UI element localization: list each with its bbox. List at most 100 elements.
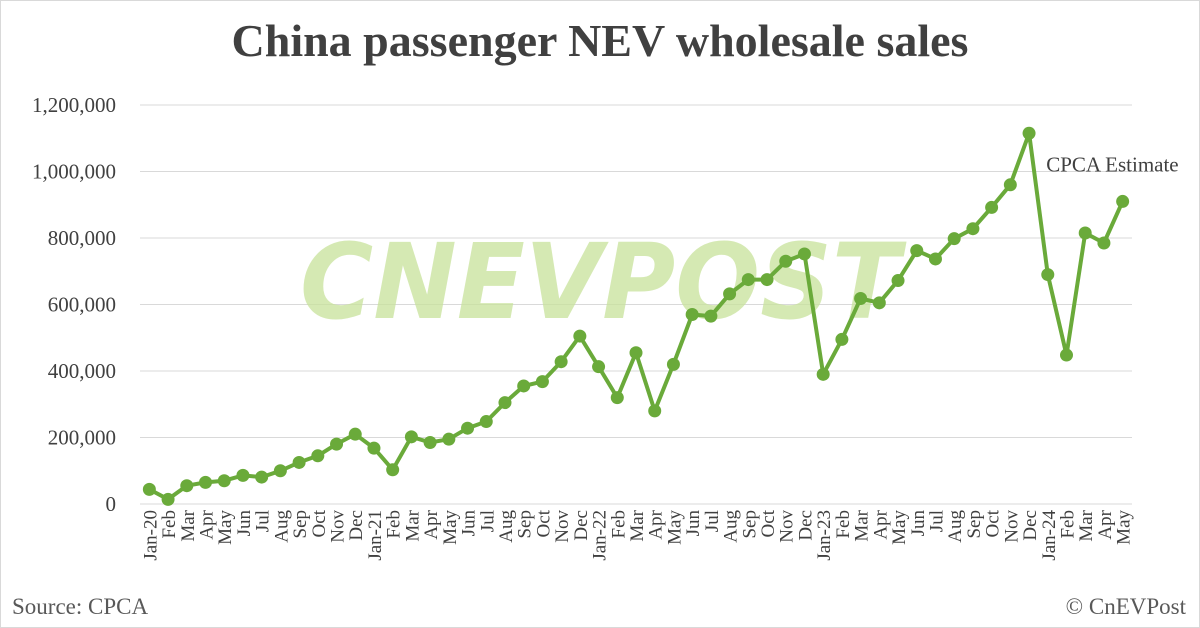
data-point	[311, 449, 325, 463]
data-point	[386, 463, 400, 477]
x-tick-label: Feb	[1057, 510, 1078, 539]
x-tick-label: May	[1114, 510, 1135, 545]
x-tick-label: Jul	[477, 510, 498, 532]
data-point	[947, 232, 961, 246]
x-tick-label: Mar	[402, 509, 423, 541]
y-axis-tick-labels: 0 200,000 400,000 600,000 800,000 1,000,000 1,…	[32, 93, 116, 516]
x-tick-label: Sep	[964, 510, 985, 539]
data-point	[704, 309, 718, 323]
data-point	[797, 247, 811, 261]
x-tick-label: Dec	[571, 510, 592, 541]
data-point	[741, 273, 755, 287]
data-point	[142, 482, 156, 496]
data-point	[498, 396, 512, 410]
x-tick-label: Jun	[234, 510, 255, 537]
y-tick-label: 600,000	[48, 293, 116, 317]
data-point	[423, 435, 437, 449]
data-point	[666, 357, 680, 371]
x-tick-label: Feb	[159, 510, 180, 539]
data-point	[1041, 268, 1055, 282]
data-point	[255, 470, 269, 484]
data-point	[985, 200, 999, 214]
y-tick-label: 400,000	[48, 359, 116, 383]
x-tick-label: Aug	[496, 510, 517, 543]
x-tick-label: Jun	[683, 510, 704, 537]
x-tick-label: Feb	[608, 510, 629, 539]
x-tick-label: Sep	[739, 510, 760, 539]
x-tick-label: Mar	[627, 509, 648, 541]
data-point	[554, 355, 568, 369]
data-point	[1003, 178, 1017, 192]
x-tick-label: Sep	[515, 510, 536, 539]
x-tick-label: Jul	[702, 510, 723, 532]
x-tick-label: May	[664, 510, 685, 545]
x-tick-label: Dec	[795, 510, 816, 541]
data-point	[273, 464, 287, 478]
x-tick-label: Apr	[1095, 509, 1116, 539]
x-tick-label: Aug	[945, 510, 966, 543]
data-point	[348, 427, 362, 441]
x-tick-label: Jul	[926, 510, 947, 532]
data-point	[685, 307, 699, 321]
x-tick-label: Dec	[346, 510, 367, 541]
x-tick-label: Jan-24	[1039, 510, 1060, 561]
y-tick-label: 1,200,000	[32, 93, 116, 117]
x-tick-label: Feb	[384, 510, 405, 539]
data-point	[1059, 348, 1073, 362]
x-tick-label: Apr	[646, 509, 667, 539]
x-tick-label: Mar	[1076, 509, 1097, 541]
data-point	[292, 455, 306, 469]
data-point	[835, 332, 849, 346]
annotation-layer: CPCA Estimate	[1046, 152, 1178, 176]
x-tick-label: Apr	[421, 509, 442, 539]
source-note: Source: CPCA	[12, 594, 149, 619]
x-tick-label: May	[889, 510, 910, 545]
data-point	[236, 468, 250, 482]
x-tick-label: Jan-23	[814, 510, 835, 561]
x-tick-label: May	[440, 510, 461, 545]
chart-title: China passenger NEV wholesale sales	[231, 15, 969, 66]
data-point	[180, 479, 194, 493]
data-point	[367, 441, 381, 455]
x-tick-label: Mar	[178, 509, 199, 541]
x-tick-label: Aug	[271, 510, 292, 543]
x-tick-label: Nov	[552, 510, 573, 543]
data-point	[928, 252, 942, 266]
x-tick-label: Jan-20	[140, 510, 161, 561]
x-tick-label: Oct	[758, 509, 779, 537]
data-point	[816, 367, 830, 381]
data-point	[872, 296, 886, 310]
data-point	[573, 329, 587, 343]
data-point	[854, 292, 868, 306]
x-axis-tick-labels: Jan-20FebMarAprMayJunJulAugSepOctNovDecJ…	[140, 509, 1134, 560]
x-tick-label: Jan-22	[590, 510, 611, 561]
copyright-note: © CnEVPost	[1065, 594, 1186, 619]
data-point	[779, 254, 793, 268]
data-point	[461, 421, 475, 435]
x-tick-label: Jan-21	[365, 510, 386, 561]
x-tick-label: Apr	[870, 509, 891, 539]
data-point	[442, 432, 456, 446]
y-tick-label: 200,000	[48, 426, 116, 450]
x-tick-label: Nov	[1001, 510, 1022, 543]
x-tick-label: Jun	[459, 510, 480, 537]
data-point	[199, 475, 213, 489]
x-tick-label: Aug	[721, 510, 742, 543]
x-tick-label: Jul	[253, 510, 274, 532]
data-point	[479, 415, 493, 429]
y-tick-label: 800,000	[48, 226, 116, 250]
data-point	[648, 404, 662, 418]
x-tick-label: Jun	[908, 510, 929, 537]
data-point	[760, 273, 774, 287]
watermark-layer: CNEVPOST	[300, 221, 907, 343]
x-tick-label: Oct	[309, 509, 330, 537]
data-point	[891, 274, 905, 288]
y-tick-label: 0	[106, 492, 117, 516]
x-tick-label: Oct	[533, 509, 554, 537]
x-tick-label: Nov	[328, 510, 349, 543]
x-tick-label: May	[215, 510, 236, 545]
annotation-label: CPCA Estimate	[1046, 152, 1178, 176]
data-point	[966, 222, 980, 236]
data-point	[330, 437, 344, 451]
